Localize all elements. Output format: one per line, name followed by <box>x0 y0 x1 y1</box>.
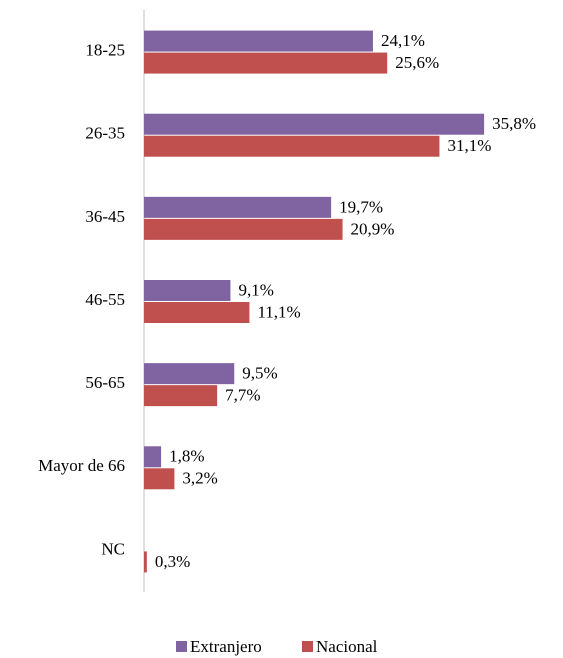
bar <box>144 446 162 468</box>
y-tick-label: 18-25 <box>85 40 125 59</box>
value-label: 31,1% <box>447 136 491 155</box>
y-tick-label: 26-35 <box>85 124 125 143</box>
value-label: 1,8% <box>169 447 204 466</box>
value-label: 3,2% <box>182 469 217 488</box>
bar <box>144 218 343 240</box>
bar <box>144 551 147 573</box>
value-label: 0,3% <box>155 552 190 571</box>
legend-swatch <box>176 641 187 652</box>
y-tick-label: 56-65 <box>85 373 125 392</box>
y-tick-label: 46-55 <box>85 290 125 309</box>
bar <box>144 280 231 301</box>
value-label: 9,5% <box>242 364 277 383</box>
value-label: 25,6% <box>395 53 439 72</box>
legend-label: Nacional <box>316 637 378 656</box>
legend-label: Extranjero <box>190 637 262 656</box>
bar <box>144 30 373 52</box>
value-label: 9,1% <box>238 280 273 299</box>
bar <box>144 468 175 490</box>
value-label: 7,7% <box>225 386 260 405</box>
bar <box>144 135 440 157</box>
y-tick-label: NC <box>101 539 125 558</box>
bar <box>144 302 250 323</box>
bar <box>144 196 332 218</box>
value-label: 20,9% <box>351 219 395 238</box>
legend-swatch <box>302 641 313 652</box>
bar <box>144 385 218 407</box>
bar <box>144 113 485 135</box>
y-tick-label: Mayor de 66 <box>38 456 125 475</box>
value-label: 11,1% <box>257 302 300 321</box>
bar <box>144 52 388 74</box>
y-tick-label: 36-45 <box>85 207 125 226</box>
value-label: 24,1% <box>381 31 425 50</box>
value-label: 19,7% <box>339 197 383 216</box>
value-label: 35,8% <box>492 114 536 133</box>
bar <box>144 363 235 385</box>
